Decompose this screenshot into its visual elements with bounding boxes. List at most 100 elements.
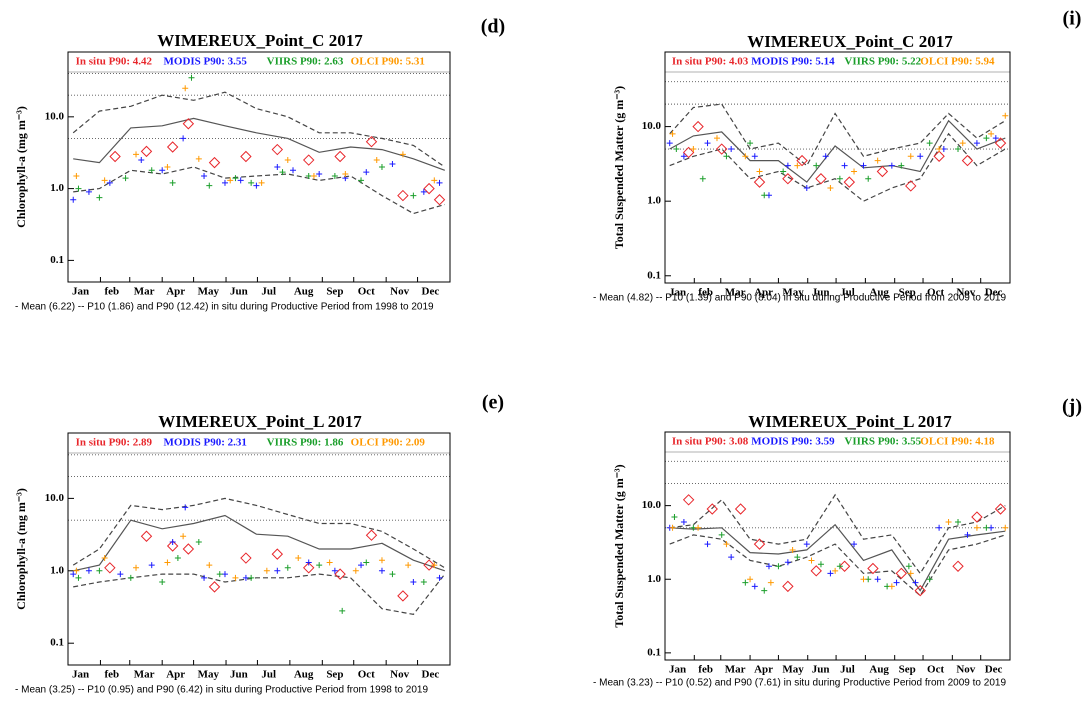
- y-tick-label: 0.1: [647, 646, 661, 658]
- x-tick-label: Apr: [166, 286, 185, 298]
- in-situ-point: [182, 118, 195, 130]
- satellite-point: [669, 130, 676, 137]
- satellite-point: [70, 196, 77, 203]
- in-situ-point: [782, 173, 794, 185]
- legend-entry: MODIS P90: 3.59: [751, 436, 835, 448]
- x-tick-label: Nov: [390, 669, 409, 681]
- in-situ-point: [334, 150, 346, 163]
- chart-title: WIMEREUX_Point_C 2017: [157, 31, 363, 50]
- satellite-point: [182, 504, 189, 511]
- satellite-point: [138, 157, 145, 164]
- satellite-point: [794, 554, 801, 561]
- percentile-line: [73, 166, 445, 215]
- legend-entry: OLCI P90: 4.18: [920, 436, 995, 448]
- satellite-point: [964, 531, 971, 538]
- satellite-point: [122, 175, 129, 182]
- legend-entry: In situ P90: 3.08: [672, 436, 749, 448]
- in-situ-point: [334, 568, 346, 580]
- satellite-point: [817, 561, 824, 568]
- panel-label: (d): [481, 16, 505, 38]
- satellite-point: [148, 562, 155, 569]
- legend-entry: VIIRS P90: 2.63: [267, 56, 344, 68]
- x-tick-label: Sep: [326, 669, 343, 681]
- satellite-point: [389, 161, 396, 168]
- y-axis-label: Total Suspended Matter (g m⁻³): [612, 464, 626, 627]
- satellite-point: [358, 177, 365, 184]
- satellite-point: [851, 541, 858, 548]
- in-situ-point: [843, 176, 856, 188]
- in-situ-point: [423, 559, 435, 571]
- satellite-point: [836, 175, 843, 182]
- panel-label: (j): [1062, 396, 1082, 418]
- satellite-point: [827, 185, 834, 192]
- in-situ-point: [716, 143, 728, 155]
- in-situ-point: [423, 182, 435, 195]
- legend-entry: OLCI P90: 5.31: [351, 56, 425, 68]
- y-axis-label: Total Suspended Matter (g m⁻³): [612, 86, 626, 249]
- in-situ-point: [815, 173, 827, 185]
- satellite-point: [164, 164, 171, 170]
- x-tick-label: Dec: [422, 286, 440, 298]
- satellite-point: [860, 162, 867, 169]
- y-tick-label: 1.0: [50, 182, 64, 194]
- in-situ-point: [753, 538, 766, 550]
- x-tick-label: Nov: [390, 286, 409, 298]
- satellite-point: [75, 574, 82, 581]
- satellite-point: [936, 524, 943, 531]
- plot-frame: [67, 51, 451, 283]
- satellite-point: [96, 194, 103, 201]
- in-situ-point: [952, 560, 964, 572]
- in-situ-point: [867, 562, 879, 575]
- x-tick-label: Jul: [261, 669, 276, 681]
- chart-panel: WIMEREUX_Point_C 2017 (d) Chlorophyll-a (m…: [14, 16, 505, 313]
- satellite-point: [358, 562, 365, 569]
- x-tick-label: Mar: [725, 664, 746, 676]
- x-tick-label: May: [782, 664, 804, 676]
- legend-entry: VIIRS P90: 5.22: [844, 56, 921, 68]
- in-situ-point: [433, 194, 446, 206]
- satellite-point: [436, 574, 443, 581]
- satellite-point: [195, 538, 202, 545]
- satellite-point: [227, 177, 234, 184]
- x-tick-label: feb: [698, 287, 713, 299]
- satellite-point: [747, 140, 754, 147]
- x-tick-label: Apr: [166, 669, 185, 681]
- satellite-point: [331, 172, 338, 179]
- x-tick-label: Nov: [956, 664, 975, 676]
- satellite-point: [339, 607, 346, 614]
- legend-entry: OLCI P90: 5.94: [920, 56, 995, 68]
- satellite-point: [436, 179, 443, 186]
- satellite-point: [363, 169, 370, 176]
- satellite-point: [363, 559, 370, 566]
- satellite-point: [242, 574, 249, 581]
- in-situ-point: [182, 543, 195, 555]
- satellite-point: [290, 167, 297, 174]
- x-tick-label: Apr: [754, 664, 773, 676]
- satellite-point: [955, 518, 962, 525]
- x-tick-label: Mar: [725, 287, 746, 299]
- satellite-point: [106, 179, 113, 186]
- satellite-point: [756, 168, 763, 175]
- satellite-point: [803, 185, 810, 192]
- x-tick-label: Dec: [422, 669, 440, 681]
- satellite-point: [718, 531, 725, 538]
- satellite-point: [201, 574, 208, 581]
- satellite-point: [221, 571, 228, 578]
- in-situ-point: [933, 150, 945, 162]
- percentile-line: [669, 493, 1006, 575]
- satellite-point: [765, 563, 772, 570]
- satellite-point: [248, 574, 255, 581]
- y-axis-label: Chlorophyll-a (mg m⁻³): [14, 106, 28, 228]
- satellite-point: [794, 162, 801, 169]
- satellite-point: [352, 567, 359, 574]
- satellite-point: [159, 167, 166, 174]
- satellite-point: [673, 146, 680, 153]
- satellite-point: [431, 562, 438, 569]
- in-situ-point: [838, 560, 851, 572]
- satellite-point: [85, 567, 92, 574]
- legend-entry: OLCI P90: 2.09: [351, 437, 426, 449]
- x-tick-label: Sep: [326, 286, 343, 298]
- satellite-point: [389, 571, 396, 578]
- percentile-line: [72, 497, 446, 569]
- x-tick-label: Apr: [754, 287, 773, 299]
